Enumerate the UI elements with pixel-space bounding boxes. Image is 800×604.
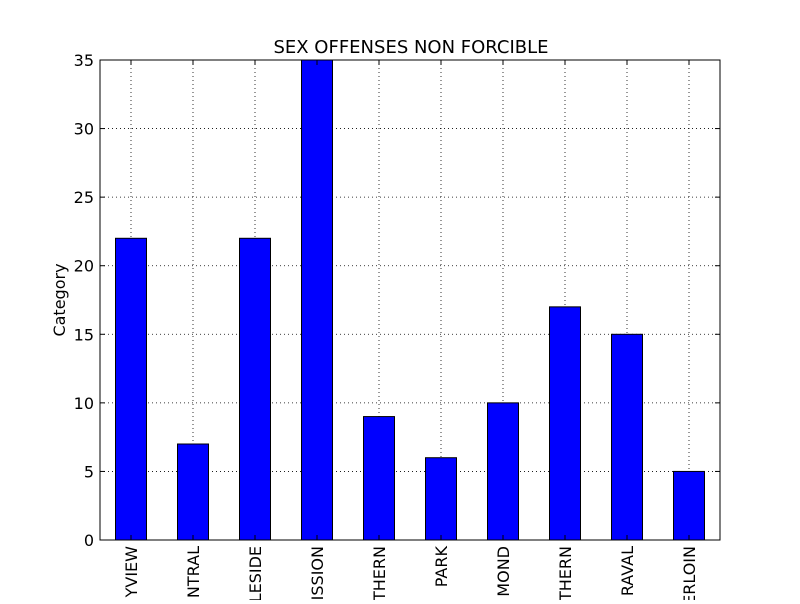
x-tick-label: THERN bbox=[370, 546, 389, 600]
x-tick-label: ISSION bbox=[308, 546, 327, 600]
x-tick-label: LESIDE bbox=[246, 546, 265, 600]
x-tick-label: NTRAL bbox=[184, 546, 203, 598]
bar-6 bbox=[487, 402, 519, 541]
x-tick-label: ERLOIN bbox=[680, 546, 699, 600]
y-tick-labels: 0 5 10 15 20 25 30 35 bbox=[74, 51, 94, 550]
y-tick-label: 30 bbox=[74, 120, 94, 139]
y-axis-label: Category bbox=[50, 263, 69, 336]
bar-2 bbox=[239, 237, 271, 541]
bar-8 bbox=[611, 333, 643, 541]
y-tick-label: 20 bbox=[74, 257, 94, 276]
bar-7 bbox=[549, 306, 581, 541]
y-tick-label: 35 bbox=[74, 51, 94, 70]
y-tick-label: 25 bbox=[74, 188, 94, 207]
x-tick-label: RAVAL bbox=[618, 546, 637, 596]
bars bbox=[115, 59, 705, 541]
bar-1 bbox=[177, 443, 209, 541]
bar-5 bbox=[425, 457, 457, 541]
x-tick-labels: YVIEW NTRAL LESIDE ISSION THERN PARK MOND THERN… bbox=[122, 546, 699, 604]
bar-9 bbox=[673, 470, 705, 541]
bar-4 bbox=[363, 416, 395, 541]
y-tick-label: 15 bbox=[74, 325, 94, 344]
y-tick-label: 10 bbox=[74, 394, 94, 413]
x-tick-label: YVIEW bbox=[122, 546, 141, 599]
x-tick-label: PARK bbox=[432, 546, 451, 588]
x-tick-label: THERN bbox=[556, 546, 575, 600]
axis-ticks bbox=[100, 59, 720, 541]
chart-title: SEX OFFENSES NON FORCIBLE bbox=[273, 37, 548, 58]
x-tick-label: MOND bbox=[494, 546, 513, 597]
bar-0 bbox=[115, 237, 147, 541]
bar-3 bbox=[301, 59, 333, 541]
y-tick-label: 5 bbox=[84, 462, 94, 481]
y-tick-label: 0 bbox=[84, 531, 94, 550]
plot-frame bbox=[99, 59, 721, 541]
